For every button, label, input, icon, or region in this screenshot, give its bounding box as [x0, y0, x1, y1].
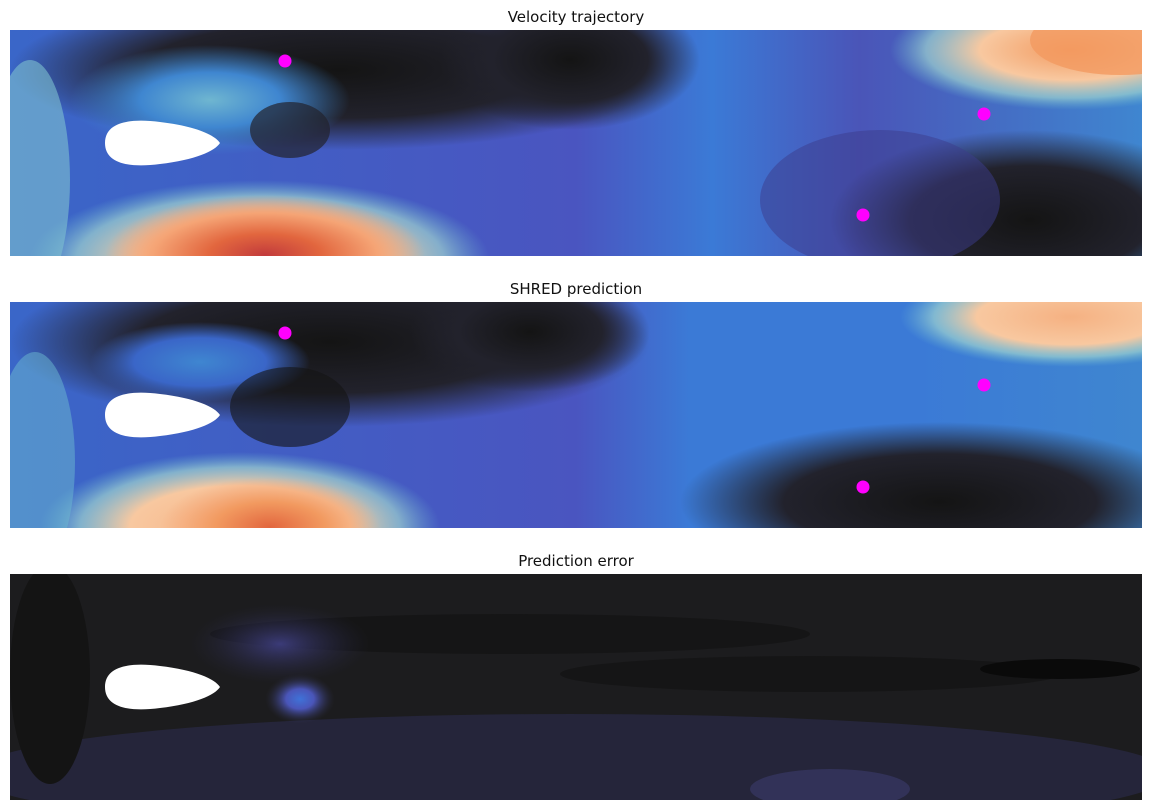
panel-title: SHRED prediction [509, 280, 643, 298]
airfoil-obstacle [105, 392, 220, 438]
sensor-marker [977, 107, 991, 121]
airfoil-obstacle [105, 664, 220, 710]
panel-title: Prediction error [518, 552, 634, 570]
sensor-marker [977, 378, 991, 392]
sensor-marker [856, 208, 870, 222]
panel-title: Velocity trajectory [507, 8, 645, 26]
sensor-marker [278, 326, 292, 340]
velocity-field-plot [10, 30, 1142, 256]
airfoil-obstacle [105, 120, 220, 166]
error-field-plot [10, 574, 1142, 800]
prediction-field-plot [10, 302, 1142, 528]
sensor-marker [278, 54, 292, 68]
sensor-marker [856, 480, 870, 494]
